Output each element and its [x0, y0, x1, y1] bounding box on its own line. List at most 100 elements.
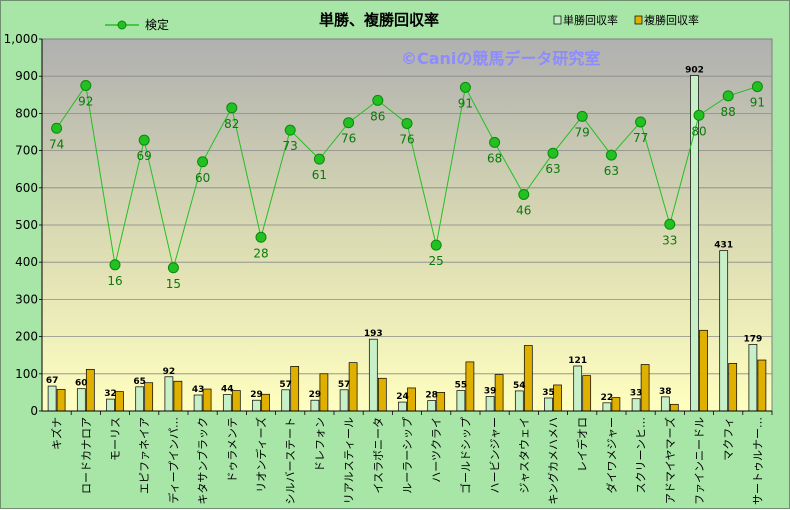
- line-value-label: 91: [458, 96, 473, 110]
- line-value-label: 16: [107, 274, 122, 288]
- bar-value-label: 38: [659, 387, 672, 397]
- y-tick-label: 0: [30, 404, 38, 418]
- y-tick-label: 800: [15, 106, 38, 120]
- line-value-label: 33: [662, 233, 677, 247]
- line-value-label: 76: [399, 132, 414, 146]
- line-value-label: 46: [516, 203, 531, 217]
- bar-value-label: 28: [425, 391, 438, 401]
- legend-line: 検定: [105, 17, 169, 32]
- x-tick-label: モーリス: [109, 417, 122, 461]
- bar-fukusho: [699, 329, 708, 412]
- legend-swatch-tansho: [553, 15, 562, 25]
- bar-value-label: 193: [364, 329, 383, 339]
- watermark: ©Caniの競馬データ研究室: [401, 49, 600, 68]
- line-value-label: 61: [312, 168, 327, 182]
- x-tick-label: ロードカナロア: [80, 417, 93, 494]
- bar-fukusho: [56, 389, 66, 412]
- x-tick-label: ダイワメジャー: [604, 417, 618, 493]
- legend-line-marker: [117, 20, 127, 30]
- line-point: [284, 124, 296, 136]
- legend-label-tansho: 単勝回収率: [563, 13, 618, 27]
- bar-value-label: 29: [250, 390, 263, 400]
- bar-tansho: [252, 399, 261, 412]
- line-point: [372, 94, 384, 106]
- line-point: [138, 134, 150, 146]
- line-point: [51, 122, 63, 134]
- bar-value-label: 121: [568, 356, 587, 366]
- legend-line-label: 検定: [145, 17, 169, 32]
- bar-value-label: 179: [744, 334, 763, 344]
- bar-tansho: [514, 390, 524, 412]
- x-tick-label: イスラボニータ: [372, 417, 385, 494]
- bar-tansho: [47, 385, 57, 412]
- bar-fukusho: [173, 380, 183, 412]
- bar-tansho: [573, 365, 583, 412]
- bar-fukusho: [144, 382, 154, 412]
- bar-tansho: [76, 388, 86, 412]
- line-point: [547, 147, 559, 159]
- line-point: [459, 81, 471, 93]
- x-tick-label: ハービンジャー: [489, 417, 502, 493]
- bar-value-label: 55: [455, 381, 468, 391]
- line-value-label: 80: [691, 124, 706, 138]
- bar-tansho: [164, 376, 174, 412]
- line-value-label: 91: [750, 96, 765, 110]
- line-value-label: 69: [137, 149, 152, 163]
- x-tick-label: レイデオロ: [575, 417, 589, 472]
- line-value-label: 28: [253, 246, 268, 260]
- bar-tansho: [193, 394, 203, 412]
- line-point: [751, 81, 763, 93]
- line-value-label: 68: [487, 151, 502, 165]
- line-point: [313, 153, 325, 165]
- bar-fukusho: [757, 359, 767, 412]
- y-tick-label: 400: [15, 255, 38, 269]
- x-tick-label: キングカメハメハ: [546, 417, 560, 505]
- x-tick-label: ハーツクライ: [430, 417, 443, 483]
- line-point: [167, 262, 179, 274]
- legend-label-fukusho: 複勝回収率: [644, 13, 699, 27]
- line-value-label: 79: [575, 125, 590, 139]
- line-point: [605, 149, 617, 161]
- bar-value-label: 35: [542, 388, 555, 398]
- line-point: [576, 110, 588, 122]
- x-tick-label: ディープインパ…: [166, 417, 180, 504]
- bar-fukusho: [728, 363, 738, 412]
- y-tick-label: 100: [15, 367, 38, 381]
- line-point: [693, 109, 705, 121]
- line-value-label: 60: [195, 171, 210, 185]
- x-tick-label: ルーラーシップ: [401, 417, 414, 494]
- legend-bars: 単勝回収率 複勝回収率: [553, 13, 699, 27]
- bar-value-label: 39: [484, 386, 497, 396]
- bar-tansho: [427, 400, 437, 412]
- line-point: [255, 231, 267, 243]
- x-tick-label: キズナ: [50, 417, 64, 450]
- line-point: [80, 80, 92, 91]
- bar-value-label: 43: [192, 385, 205, 395]
- bar-value-label: 33: [630, 389, 643, 399]
- y-tick-label: 300: [15, 292, 38, 306]
- line-value-label: 92: [78, 95, 93, 109]
- bar-tansho: [544, 397, 553, 412]
- line-point: [109, 259, 121, 271]
- x-tick-label: ゴールドシップ: [458, 417, 472, 494]
- bar-tansho: [106, 398, 115, 412]
- bar-tansho: [368, 338, 378, 412]
- bar-value-label: 54: [513, 381, 526, 391]
- bar-value-label: 57: [279, 380, 292, 390]
- line-point: [197, 156, 209, 168]
- line-value-label: 88: [721, 105, 736, 119]
- bar-tansho: [310, 399, 320, 412]
- line-point: [722, 90, 734, 102]
- x-tick-label: スクリーンヒ…: [635, 417, 648, 493]
- bar-tansho: [748, 344, 758, 412]
- line-value-label: 76: [341, 132, 356, 146]
- line-point: [401, 117, 413, 129]
- bar-value-label: 22: [601, 393, 614, 403]
- bar-value-label: 29: [309, 390, 322, 400]
- x-tick-label: シルバーステート: [284, 417, 297, 504]
- x-tick-label: アドマイヤマーズ: [663, 417, 677, 504]
- bar-tansho: [135, 386, 145, 412]
- bar-tansho: [456, 390, 466, 412]
